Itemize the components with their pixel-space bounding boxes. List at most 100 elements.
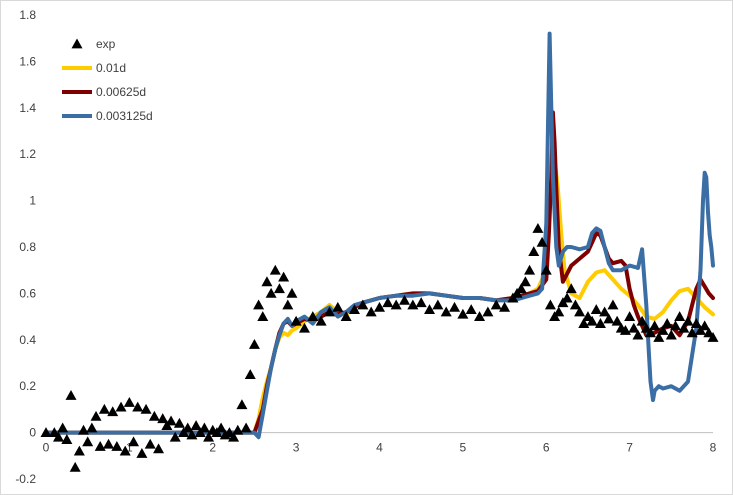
- exp-point: [569, 299, 581, 310]
- exp-point: [628, 322, 640, 333]
- exp-point: [57, 422, 69, 433]
- exp-point: [198, 422, 210, 433]
- exp-point: [474, 311, 486, 321]
- exp-point: [590, 304, 602, 315]
- exp-point: [561, 292, 573, 303]
- exp-point: [665, 329, 677, 340]
- y-tick-label: 0.6: [19, 286, 36, 300]
- y-axis-ticks: -0.2 0 0.2 0.4 0.6 0.8 1 1.2 1.4 1.6 1.8: [15, 8, 36, 486]
- exp-point: [103, 438, 115, 449]
- x-tick-label: 8: [710, 441, 717, 455]
- exp-point: [482, 306, 494, 317]
- legend-label: 0.003125d: [96, 109, 153, 123]
- exp-point: [53, 431, 65, 442]
- exp-point: [519, 276, 531, 287]
- exp-point: [332, 301, 344, 312]
- exp-point: [232, 424, 244, 435]
- exp-point: [307, 311, 319, 321]
- exp-point: [465, 304, 477, 315]
- exp-point: [565, 283, 577, 294]
- exp-point: [415, 297, 427, 308]
- exp-point: [449, 301, 461, 312]
- exp-point: [657, 325, 669, 335]
- exp-point: [240, 422, 252, 433]
- exp-point: [98, 403, 110, 414]
- exp-point: [544, 299, 556, 310]
- exp-point: [298, 322, 310, 333]
- exp-point: [228, 431, 240, 442]
- y-tick-label: -0.2: [15, 472, 36, 486]
- exp-point: [265, 287, 277, 298]
- exp-point: [457, 308, 469, 319]
- exp-point: [490, 299, 502, 310]
- exp-point: [636, 315, 648, 326]
- y-tick-label: 1.6: [19, 54, 36, 68]
- exp-point: [390, 299, 402, 310]
- exp-point: [574, 306, 586, 317]
- y-tick-label: 1: [29, 194, 36, 208]
- exp-point: [528, 246, 540, 257]
- exp-point: [261, 276, 273, 287]
- exp-point: [357, 299, 369, 310]
- exp-point: [515, 283, 527, 294]
- exp-point: [82, 436, 94, 447]
- exp-point: [661, 318, 673, 328]
- exp-point: [607, 299, 619, 310]
- exp-point: [169, 431, 181, 442]
- exp-point: [115, 401, 127, 412]
- exp-point: [407, 299, 419, 310]
- exp-point: [186, 429, 198, 440]
- exp-point: [182, 422, 194, 433]
- exp-point: [236, 399, 248, 410]
- exp-point: [123, 396, 135, 407]
- exp-point: [119, 445, 131, 456]
- exp-point: [253, 299, 265, 310]
- exp-point: [690, 318, 702, 328]
- scatter-points: [40, 222, 719, 472]
- y-tick-label: 1.8: [19, 8, 36, 22]
- exp-point: [157, 413, 169, 424]
- x-tick-label: 0: [43, 441, 50, 455]
- exp-point: [323, 306, 335, 317]
- exp-point: [282, 299, 294, 310]
- exp-point: [144, 438, 156, 449]
- exp-point: [244, 369, 256, 379]
- exp-point: [140, 403, 152, 414]
- exp-point: [632, 329, 644, 340]
- exp-point: [290, 315, 302, 326]
- exp-point: [699, 320, 711, 331]
- exp-point: [61, 434, 73, 444]
- exp-point: [653, 331, 665, 342]
- y-tick-label: 0.2: [19, 379, 36, 393]
- exp-point: [148, 410, 160, 421]
- exp-point: [619, 325, 631, 335]
- exp-point: [594, 318, 606, 328]
- exp-point: [599, 306, 611, 317]
- exp-point: [269, 264, 281, 275]
- exp-point: [536, 236, 548, 247]
- exp-point: [286, 287, 298, 298]
- exp-point: [65, 389, 77, 400]
- x-tick-label: 3: [293, 441, 300, 455]
- exp-point: [424, 304, 436, 315]
- exp-point: [532, 222, 544, 233]
- exp-point: [111, 441, 123, 451]
- exp-point: [165, 415, 177, 426]
- legend-label: 0.00625d: [96, 85, 146, 99]
- exp-point: [90, 410, 102, 421]
- exp-point: [215, 422, 227, 433]
- exp-point: [686, 327, 698, 338]
- exp-point: [273, 283, 285, 294]
- x-tick-label: 4: [376, 441, 383, 455]
- exp-point: [40, 427, 52, 437]
- exp-point: [278, 271, 290, 282]
- exp-point: [682, 315, 694, 326]
- exp-point: [257, 311, 269, 321]
- exp-point: [374, 301, 385, 312]
- exp-point: [553, 306, 565, 317]
- exp-point: [578, 318, 590, 328]
- exp-point: [315, 315, 327, 326]
- exp-point: [669, 320, 681, 331]
- x-axis-ticks: 0 1 2 3 4 5 6 7 8: [43, 441, 717, 455]
- exp-point: [432, 299, 444, 310]
